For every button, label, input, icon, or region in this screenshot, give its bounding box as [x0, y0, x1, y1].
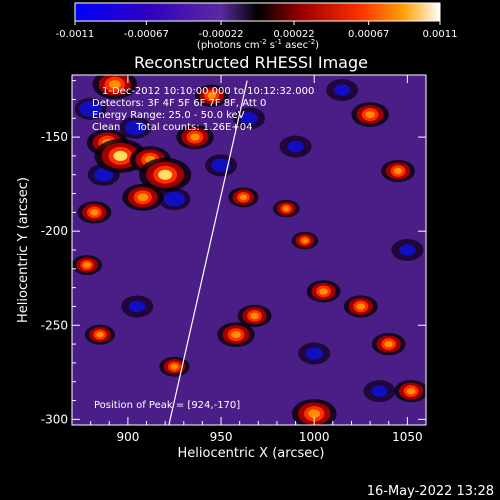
colorbar-tick-label: -0.00022 [199, 29, 244, 40]
colorbar-ticks: -0.0011 -0.00067 -0.00022 0.00022 0.00067 0.0… [56, 21, 458, 40]
positive-sources [72, 75, 426, 425]
positive-source-core [96, 331, 104, 338]
annotation-detectors: Detectors: 3F 4F 5F 6F 7F 8F, Att 0 [92, 98, 266, 109]
x-axis-label: Heliocentric X (arcsec) [178, 446, 325, 461]
x-axis-ticks: 900 950 1000 1050 [90, 75, 427, 444]
positive-source-core [137, 193, 149, 202]
positive-source-core [384, 340, 394, 348]
positive-source-core [90, 209, 99, 216]
negative-source-core [124, 120, 146, 136]
negative-source-core [371, 385, 388, 397]
negative-source-core [240, 112, 258, 125]
colorbar-tick-label: -0.00067 [124, 29, 169, 40]
colorbar-unit-label: (photons cm-2 s-1 asec-2) [197, 38, 319, 51]
positive-source-core [356, 303, 366, 310]
colorbar-frame [74, 2, 441, 22]
y-tick-label: -150 [41, 130, 68, 144]
positive-source-core [207, 92, 217, 99]
colorbar-tick-label: 0.00022 [273, 29, 314, 40]
positive-source-core [108, 80, 121, 89]
positive-source-core [190, 133, 200, 141]
positive-source-core [231, 331, 241, 339]
negative-source-core [287, 140, 304, 153]
annotation-energy-range: Energy Range: 25.0 - 50.0 keV [92, 110, 245, 121]
negative-source-core [211, 158, 231, 173]
negative-source-core [129, 300, 146, 313]
positive-source-core [319, 288, 328, 295]
x-tick-label: 900 [116, 430, 139, 444]
plot-timestamp: 16-May-2022 13:28 [367, 484, 494, 499]
y-tick-label: -200 [41, 224, 68, 238]
colorbar-tick-label: -0.0011 [56, 29, 95, 40]
negative-sources [74, 79, 424, 403]
positive-source-core [170, 363, 179, 370]
annotation-clean-counts: Clean Total counts: 1.26E+04 [92, 122, 252, 133]
positive-source-core [113, 150, 128, 161]
negative-source-core [334, 84, 351, 96]
x-tick-label: 1050 [392, 430, 423, 444]
y-axis-ticks: -300 -250 -200 -150 [41, 80, 426, 426]
positive-source-core [301, 238, 309, 244]
positive-source-core [308, 409, 321, 418]
positive-source-core [250, 312, 259, 320]
positive-source-core [365, 110, 375, 119]
x-tick-label: 950 [210, 430, 233, 444]
y-tick-label: -300 [41, 412, 68, 426]
positive-source-core [393, 167, 403, 175]
chart-title: Reconstructed RHESSI Image [134, 53, 368, 72]
positive-source-core [283, 206, 290, 212]
negative-source-core [79, 100, 102, 117]
positive-source-core [83, 262, 91, 268]
annotation-time-range: 1-Dec-2012 10:10:00.000 to 10:12:32.000 [102, 86, 314, 97]
positive-source-core [158, 169, 173, 180]
colorbar-tick-label: 0.0011 [423, 29, 458, 40]
solar-limb-line [168, 80, 248, 425]
positive-source-core [406, 387, 416, 395]
positive-source-core [239, 194, 248, 201]
negative-source-core [93, 167, 114, 182]
x-tick-label: 1000 [299, 430, 330, 444]
peak-position-label: Position of Peak = [924,-170] [94, 400, 240, 411]
y-axis-label: Heliocentric Y (arcsec) [16, 177, 31, 323]
negative-source-core [305, 347, 324, 360]
y-tick-label: -250 [41, 318, 68, 332]
colorbar-tick-label: 0.00067 [348, 29, 389, 40]
colorbar [75, 3, 440, 21]
negative-source-core [399, 244, 416, 256]
negative-source-core [163, 191, 186, 207]
